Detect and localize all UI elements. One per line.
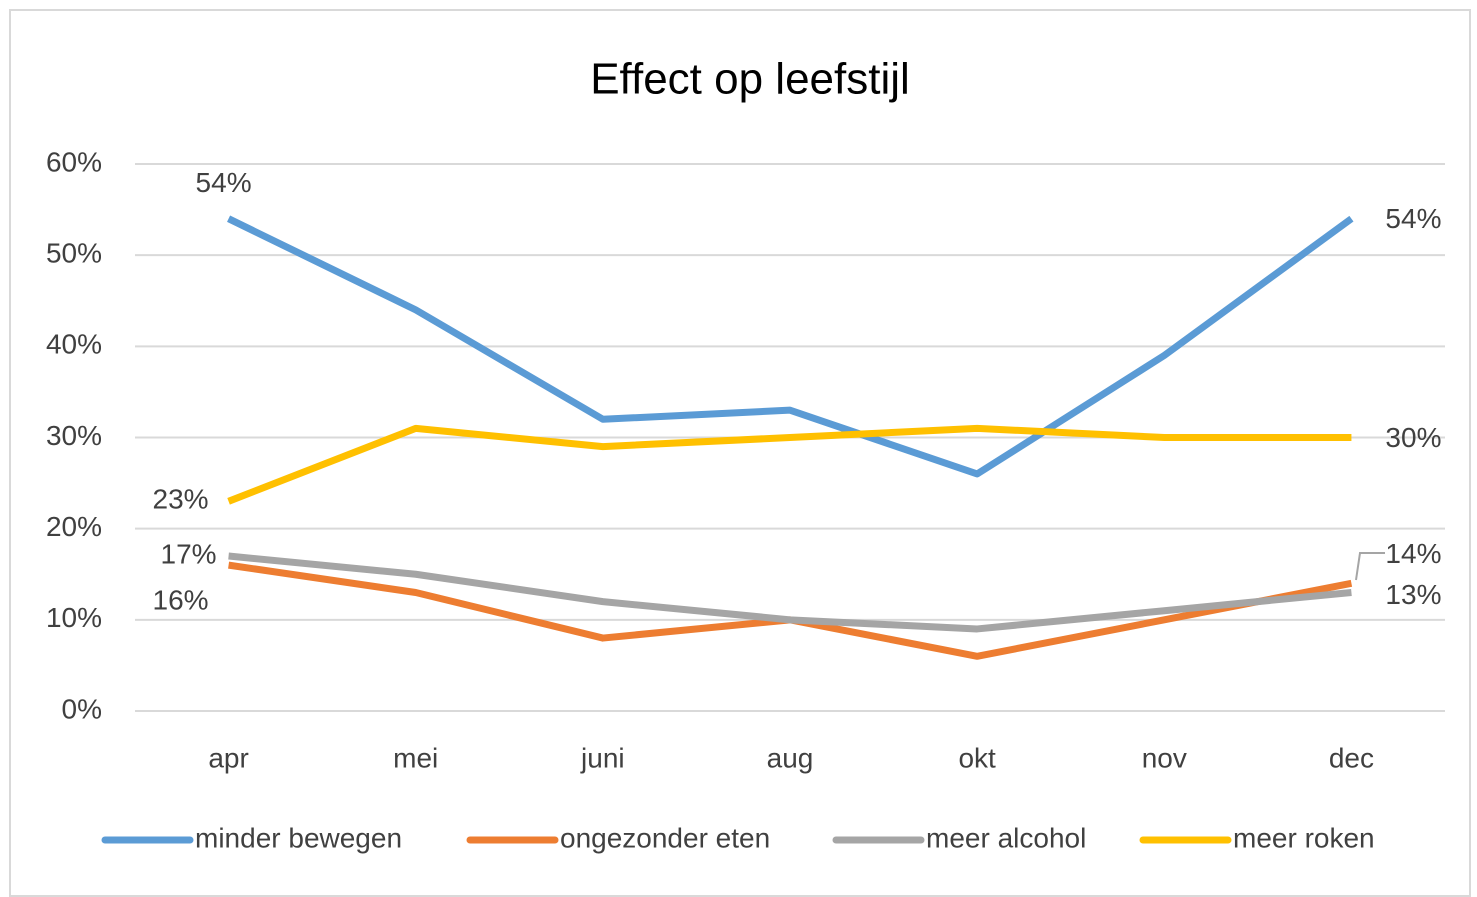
legend-label: ongezonder eten (560, 822, 770, 853)
data-label: 14% (1385, 538, 1441, 569)
data-label: 13% (1385, 579, 1441, 610)
data-label: 23% (153, 484, 209, 515)
x-tick-label: nov (1142, 742, 1187, 773)
y-tick-label: 0% (62, 693, 102, 724)
data-label: 30% (1385, 422, 1441, 453)
series-line (228, 552, 1352, 633)
x-tick-label: apr (208, 742, 248, 773)
data-label: 17% (161, 538, 217, 569)
y-tick-label: 30% (46, 420, 102, 451)
y-tick-label: 50% (46, 238, 102, 269)
data-label: 16% (153, 585, 209, 616)
x-tick-label: aug (767, 742, 814, 773)
leader-line (1355, 552, 1385, 581)
x-tick-label: dec (1329, 742, 1374, 773)
legend-label: minder bewegen (195, 822, 402, 853)
y-tick-label: 10% (46, 602, 102, 633)
y-tick-label: 20% (46, 511, 102, 542)
series-line (227, 215, 1354, 478)
series-line (227, 424, 1352, 505)
legend-label: meer roken (1233, 822, 1375, 853)
legend-label: meer alcohol (926, 822, 1086, 853)
x-tick-label: okt (958, 742, 996, 773)
data-label: 54% (1385, 203, 1441, 234)
y-tick-label: 60% (46, 146, 102, 177)
chart-frame (9, 9, 1471, 897)
chart-title: Effect op leefstijl (590, 55, 910, 104)
x-tick-label: mei (393, 742, 438, 773)
data-label: 54% (196, 167, 252, 198)
x-tick-label: juni (580, 742, 625, 773)
y-tick-label: 40% (46, 329, 102, 360)
